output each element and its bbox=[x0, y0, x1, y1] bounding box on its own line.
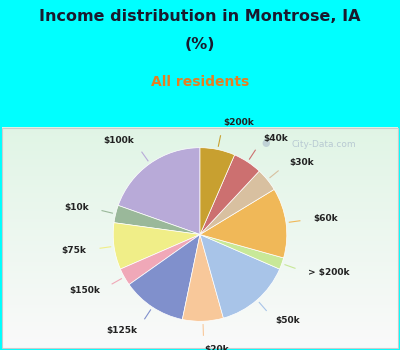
Text: $100k: $100k bbox=[103, 136, 134, 145]
Text: $60k: $60k bbox=[314, 215, 338, 223]
Wedge shape bbox=[114, 205, 200, 234]
Text: $75k: $75k bbox=[62, 246, 86, 254]
Text: City-Data.com: City-Data.com bbox=[292, 140, 357, 149]
Text: $40k: $40k bbox=[263, 134, 288, 143]
Text: $30k: $30k bbox=[289, 158, 314, 167]
Text: $200k: $200k bbox=[223, 118, 254, 127]
Bar bbox=[2, 128, 398, 348]
Text: $10k: $10k bbox=[64, 203, 89, 212]
Wedge shape bbox=[200, 148, 234, 234]
Wedge shape bbox=[200, 234, 284, 269]
Wedge shape bbox=[200, 171, 274, 235]
Wedge shape bbox=[118, 148, 200, 234]
Text: ●: ● bbox=[262, 138, 270, 148]
Text: (%): (%) bbox=[185, 37, 215, 52]
Text: $50k: $50k bbox=[275, 316, 300, 326]
Wedge shape bbox=[120, 234, 200, 285]
Text: $20k: $20k bbox=[204, 344, 228, 350]
Wedge shape bbox=[113, 223, 200, 269]
Text: Income distribution in Montrose, IA: Income distribution in Montrose, IA bbox=[39, 9, 361, 24]
Text: $125k: $125k bbox=[106, 326, 137, 335]
Text: All residents: All residents bbox=[151, 75, 249, 89]
Wedge shape bbox=[129, 234, 200, 320]
Text: $150k: $150k bbox=[69, 286, 100, 295]
Wedge shape bbox=[200, 189, 287, 258]
Wedge shape bbox=[200, 234, 280, 318]
Wedge shape bbox=[200, 155, 259, 235]
Wedge shape bbox=[182, 234, 224, 321]
Text: > $200k: > $200k bbox=[308, 268, 350, 277]
